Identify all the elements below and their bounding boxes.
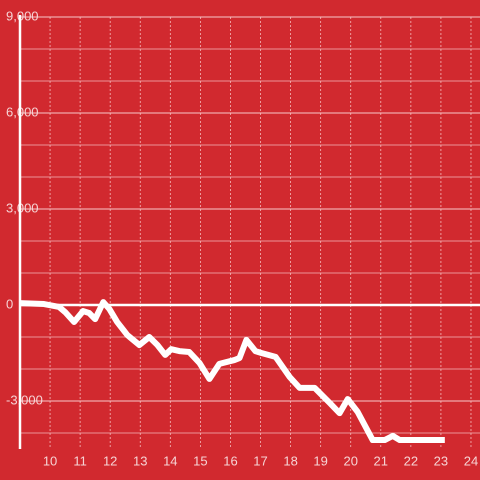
x-tick-label: 19 bbox=[313, 453, 327, 468]
y-tick-label: -3,000 bbox=[6, 392, 43, 407]
x-tick-label: 21 bbox=[374, 453, 388, 468]
x-tick-label: 15 bbox=[193, 453, 207, 468]
x-tick-label: 23 bbox=[434, 453, 448, 468]
y-tick-label: 0 bbox=[6, 296, 13, 311]
y-tick-label: 3,000 bbox=[6, 200, 39, 215]
y-tick-label: 9,000 bbox=[6, 8, 39, 23]
x-tick-label: 10 bbox=[43, 453, 57, 468]
x-tick-label: 11 bbox=[73, 453, 87, 468]
x-tick-label: 14 bbox=[163, 453, 177, 468]
x-tick-label: 20 bbox=[343, 453, 357, 468]
x-tick-label: 13 bbox=[133, 453, 147, 468]
x-tick-label: 17 bbox=[253, 453, 267, 468]
x-tick-label: 12 bbox=[103, 453, 117, 468]
line bbox=[19, 299, 445, 444]
x-tick-label: 24 bbox=[464, 453, 478, 468]
y-tick-label: 6,000 bbox=[6, 104, 39, 119]
x-tick-label: 18 bbox=[283, 453, 297, 468]
x-tick-label: 22 bbox=[404, 453, 418, 468]
x-tick-label: 16 bbox=[223, 453, 237, 468]
